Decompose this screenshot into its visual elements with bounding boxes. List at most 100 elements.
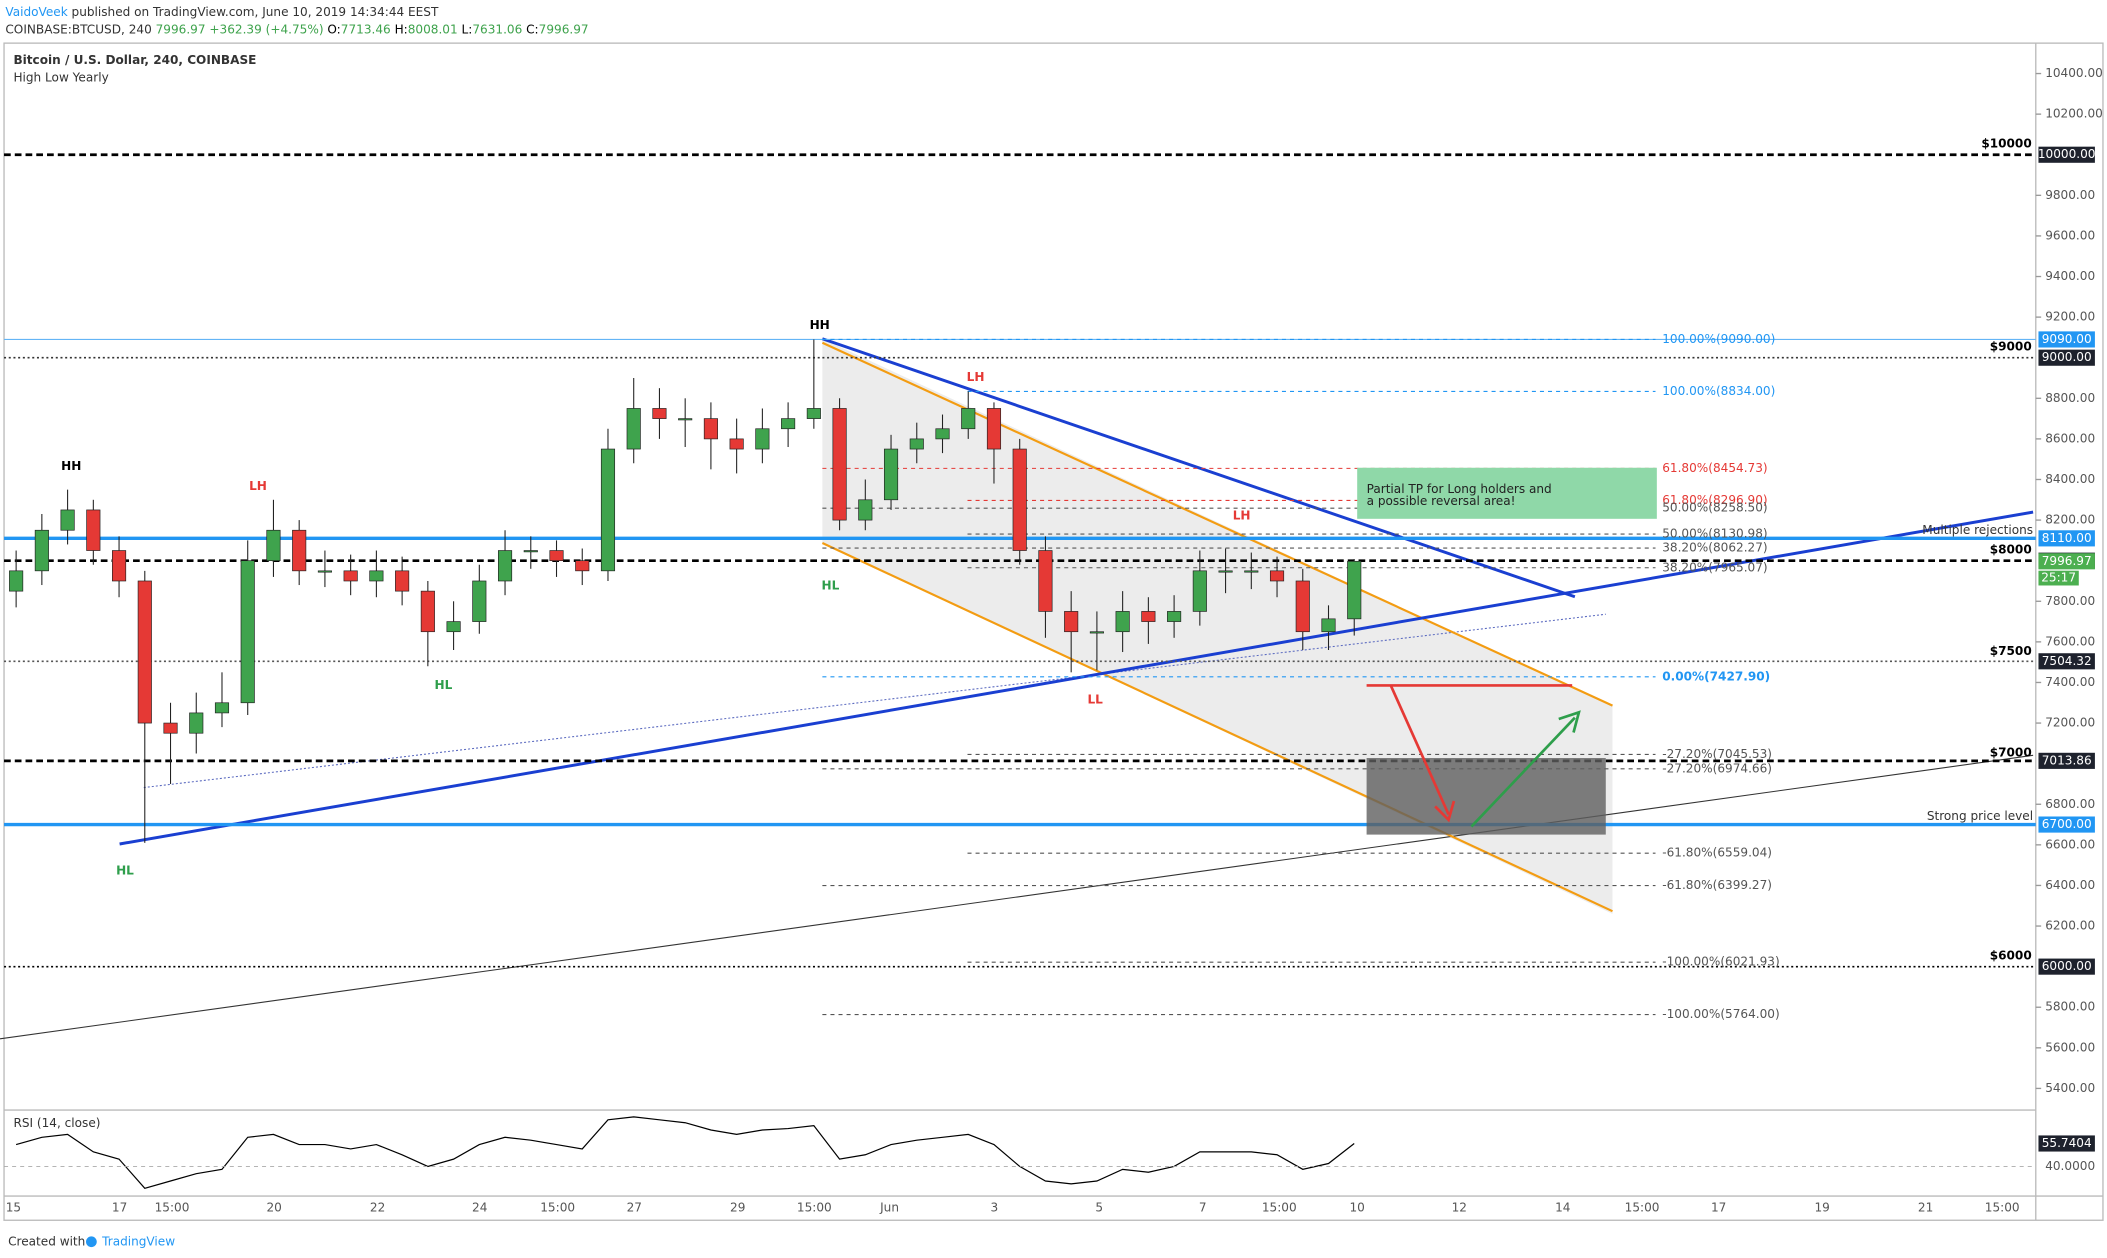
green-arrow	[1470, 716, 1576, 828]
x-tick-label: 3	[991, 1201, 999, 1215]
candle-body	[1269, 570, 1285, 582]
candle-body	[266, 529, 281, 562]
plot: Multiple rejections Strong price level $10…	[4, 136, 2036, 1189]
level-box	[2038, 752, 2095, 769]
candle-body	[343, 570, 358, 582]
y-tick-label: 6200.00	[2045, 919, 2095, 933]
note-line: a possible reversal area!	[1367, 494, 1516, 508]
y-tick-label: 6400.00	[2045, 878, 2095, 892]
y-tick-label: 10400.00	[2045, 66, 2103, 80]
o-key: O:	[327, 22, 340, 36]
fib-label: 100.00%(9090.00)	[1662, 332, 1775, 346]
y-tick-label: 6800.00	[2045, 797, 2095, 811]
logo	[86, 1236, 97, 1248]
fib-label: -27.20%(6974.66)	[1662, 761, 1772, 775]
x-tick-label: 7	[1199, 1201, 1207, 1215]
channel-top	[821, 341, 1613, 707]
chart-subtitle: High Low Yearly	[13, 71, 108, 85]
candle-body	[935, 428, 950, 440]
x-tick-label: 14	[1555, 1201, 1570, 1215]
level-box	[2038, 331, 2095, 348]
x-tick-label: 19	[1814, 1201, 1829, 1215]
candle-body	[1192, 570, 1207, 612]
candle-body	[446, 621, 461, 633]
rsi-last: 55.7404	[2042, 1136, 2092, 1150]
y-tick-label: 8200.00	[2045, 513, 2095, 527]
level-axis-label: 6700.00	[2042, 817, 2092, 831]
level-note: Multiple rejections	[1922, 523, 2033, 537]
fib-label: -27.20%(7045.53)	[1662, 747, 1772, 761]
x-tick-label: 15:00	[797, 1201, 832, 1215]
x-tick-label: 29	[730, 1201, 745, 1215]
candle-body	[626, 408, 641, 450]
candle-body	[652, 408, 667, 419]
frame	[3, 42, 2104, 1221]
x-tick-label: 15	[6, 1201, 21, 1215]
candle-body	[497, 550, 513, 582]
candle-body	[163, 722, 178, 734]
x-tick-label: 5	[1095, 1201, 1103, 1215]
fib-label: -61.80%(6559.04)	[1662, 846, 1772, 860]
x-tick-label: 22	[370, 1201, 385, 1215]
fib-label: -100.00%(6021.93)	[1662, 955, 1779, 969]
level-axis-label: 6000.00	[2042, 959, 2092, 973]
channel-bottom	[821, 542, 1613, 913]
candle-body	[9, 570, 24, 592]
x-tick-label: 24	[472, 1201, 487, 1215]
level-note: Strong price level	[1927, 809, 2033, 823]
price-label: $7000	[1990, 745, 2032, 759]
swing-label: HL	[116, 863, 134, 877]
x-tick-label: Jun	[879, 1201, 899, 1215]
fib-label: 61.80%(8296.90)	[1662, 493, 1767, 507]
y-tick-label: 9200.00	[2045, 310, 2095, 324]
candle-body	[1064, 611, 1079, 633]
price-label: $9000	[1990, 339, 2032, 353]
red-arrow	[1389, 684, 1450, 815]
level-box	[2038, 146, 2095, 163]
x-tick-label: 12	[1452, 1201, 1467, 1215]
fib-label: 38.20%(7965.07)	[1662, 560, 1767, 574]
last-price: 7996.97	[2042, 554, 2092, 568]
note-box	[1357, 467, 1657, 519]
candle-body	[1347, 560, 1362, 620]
o-val: 7713.46	[341, 22, 391, 36]
y-tick-label: 7200.00	[2045, 716, 2095, 730]
candle-body	[1321, 618, 1336, 633]
candle-body	[137, 580, 152, 724]
y-tick-label: 7600.00	[2045, 634, 2095, 648]
dotted-trendline	[143, 613, 1606, 789]
swing-label: HL	[435, 678, 453, 692]
swing-label: HL	[822, 579, 840, 593]
change: +362.39 (+4.75%)	[209, 22, 323, 36]
green-arrow-head	[1558, 710, 1581, 733]
footer-brand[interactable]: TradingView	[101, 1234, 175, 1248]
candle-body	[600, 448, 616, 572]
level-axis-label: 9090.00	[2042, 332, 2092, 346]
y-tick-label: 6600.00	[2045, 837, 2095, 851]
support-trendline	[119, 510, 2034, 846]
rsi-line	[15, 1116, 1355, 1189]
symbol-line: COINBASE:BTCUSD, 240 7996.97 +362.39 (+4…	[5, 22, 588, 36]
candle-body	[214, 702, 230, 714]
level-axis-label: 7504.32	[2042, 654, 2092, 668]
rsi-box	[2038, 1135, 2095, 1152]
fib-label: -100.00%(5764.00)	[1662, 1007, 1779, 1021]
candle-body	[395, 570, 410, 592]
symbol: COINBASE:BTCUSD, 240	[5, 22, 151, 36]
candle-body	[369, 570, 384, 582]
y-tick-label: 5400.00	[2045, 1081, 2095, 1095]
author[interactable]: VaidoVeek	[5, 5, 67, 19]
fib-label: 50.00%(8130.98)	[1662, 527, 1767, 541]
candle-body	[292, 529, 307, 572]
level-box	[2038, 530, 2095, 547]
candle-body	[1141, 611, 1156, 622]
y-tick-label: 8600.00	[2045, 431, 2095, 445]
swing-label: LH	[967, 370, 985, 384]
x-tick-label: 15:00	[540, 1201, 575, 1215]
candle-body	[832, 408, 847, 521]
price-label: $10000	[1981, 136, 2031, 150]
y-tick-label: 8400.00	[2045, 472, 2095, 486]
candle-body	[858, 499, 873, 521]
candle-body	[986, 408, 1002, 450]
candle-body	[909, 438, 924, 450]
